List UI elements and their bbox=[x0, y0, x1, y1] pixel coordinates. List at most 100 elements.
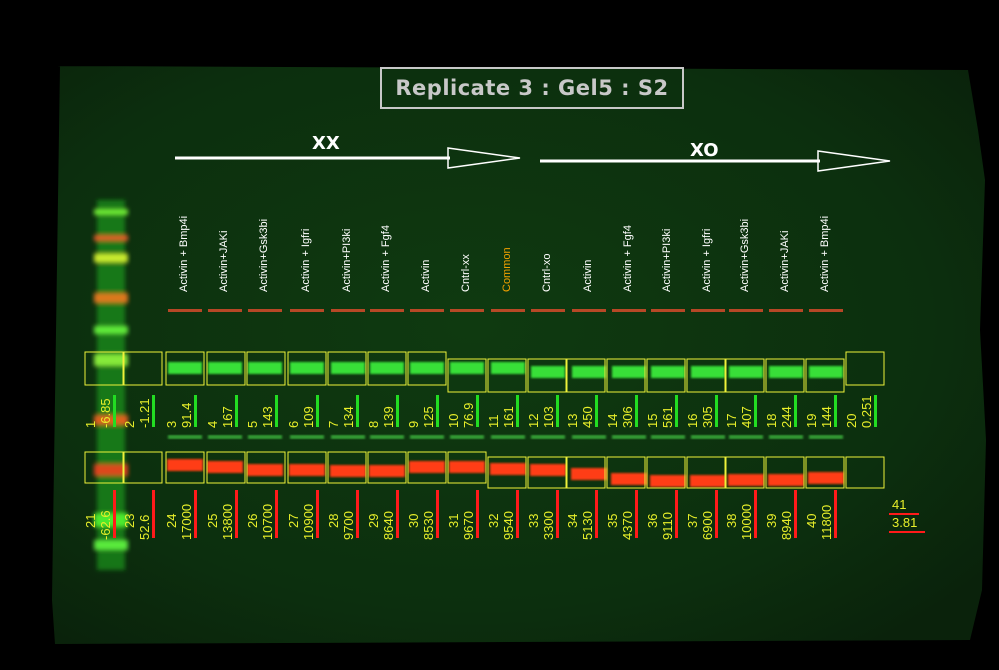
red-quant-id: 21 bbox=[83, 514, 98, 528]
red-quant-value: 17000 bbox=[179, 504, 194, 540]
green-quant-id: 4 bbox=[205, 421, 220, 428]
red-quant-id: 37 bbox=[685, 514, 700, 528]
lane-bands bbox=[167, 309, 844, 487]
red-quant-id: 39 bbox=[764, 514, 779, 528]
lane-label: Activin + Fgf4 bbox=[622, 225, 634, 292]
red-quant-value: -62.6 bbox=[98, 510, 113, 540]
green-quant-id: 20 bbox=[844, 414, 859, 428]
lane-label: Activin bbox=[420, 259, 432, 292]
red-quant-id: 40 bbox=[804, 514, 819, 528]
green-quant-value: 144 bbox=[819, 406, 834, 428]
red-quant-value: 3300 bbox=[541, 511, 556, 540]
gel-title: Replicate 3 : Gel5 : S2 bbox=[380, 67, 684, 109]
green-quant-value: -1.21 bbox=[137, 398, 152, 428]
green-quant-id: 12 bbox=[526, 414, 541, 428]
green-quant-id: 11 bbox=[486, 415, 501, 429]
green-quant-value: 103 bbox=[541, 406, 556, 428]
red-quant-value: 13800 bbox=[220, 504, 235, 540]
green-quant-value: 167 bbox=[220, 406, 235, 428]
red-quant-value: 5130 bbox=[580, 511, 595, 540]
red-quant-value: 11800 bbox=[819, 505, 834, 540]
red-quant-id: 27 bbox=[286, 514, 301, 528]
red-quant-id: 29 bbox=[366, 514, 381, 528]
lane-label: Common bbox=[501, 247, 513, 292]
green-quant-id: 13 bbox=[565, 414, 580, 428]
green-quant-value: 561 bbox=[660, 406, 675, 428]
red-quant-id: 34 bbox=[565, 514, 580, 528]
quant-boxes bbox=[84, 351, 885, 489]
red-quant-id: 32 bbox=[486, 514, 501, 528]
green-quant-id: 19 bbox=[804, 414, 819, 428]
green-quant-value: 143 bbox=[260, 406, 275, 428]
red-quant-value: 8530 bbox=[421, 511, 436, 540]
xx-group-label: XX bbox=[312, 133, 340, 154]
red-quant-id: 28 bbox=[326, 514, 341, 528]
lane-label: Activin+JAKi bbox=[218, 230, 230, 292]
red-quant-value: 8640 bbox=[381, 511, 396, 540]
red-quant-value: 52.6 bbox=[137, 515, 152, 540]
red-quant-value: 10000 bbox=[739, 504, 754, 540]
green-quant-value: 450 bbox=[580, 406, 595, 428]
green-quant-id: 16 bbox=[685, 414, 700, 428]
green-quant-id: 7 bbox=[326, 421, 341, 428]
membrane bbox=[52, 66, 986, 644]
lane-label: Activin + Igfri bbox=[701, 228, 713, 292]
xo-group-label: XO bbox=[690, 140, 719, 161]
green-quant-id: 18 bbox=[764, 414, 779, 428]
red-quant-value: 9540 bbox=[501, 511, 516, 540]
green-quant-id: 15 bbox=[645, 414, 660, 428]
red-quant-id: 30 bbox=[406, 514, 421, 528]
green-quant-value: 161 bbox=[501, 406, 516, 428]
red-quant-value: 9670 bbox=[461, 511, 476, 540]
green-quant-value: 91.4 bbox=[179, 403, 194, 428]
green-quant-id: 3 bbox=[164, 421, 179, 428]
lane-label: Activin+JAKi bbox=[779, 230, 791, 292]
red-quant-id: 23 bbox=[122, 514, 137, 528]
xo-arrow bbox=[540, 150, 891, 172]
lane-label: Activin+PI3ki bbox=[341, 228, 353, 292]
lane-label: Activin bbox=[582, 259, 594, 292]
xx-arrow bbox=[175, 147, 521, 169]
green-quant-id: 9 bbox=[406, 421, 421, 428]
green-quant-id: 2 bbox=[122, 421, 137, 428]
lane-label: Activin + Fgf4 bbox=[380, 225, 392, 292]
extra-quant-value: 3.81 bbox=[892, 515, 917, 530]
lane-label: Activin+Gsk3bi bbox=[739, 218, 751, 292]
lane-label: Activin + Bmp4i bbox=[819, 215, 831, 292]
green-quant-value: 139 bbox=[381, 406, 396, 428]
green-quant-id: 10 bbox=[446, 414, 461, 428]
red-quant-id: 25 bbox=[205, 514, 220, 528]
red-quant-value: 10900 bbox=[301, 504, 316, 540]
green-quant-value: -6.85 bbox=[98, 398, 113, 428]
lane-label: Activin + Bmp4i bbox=[178, 215, 190, 292]
green-quant-value: 76.9 bbox=[461, 403, 476, 428]
lane-label: Activin+PI3ki bbox=[661, 228, 673, 292]
red-quant-value: 9700 bbox=[341, 511, 356, 540]
green-quant-id: 5 bbox=[245, 421, 260, 428]
red-quant-id: 31 bbox=[446, 514, 461, 528]
green-quant-value: 109 bbox=[301, 406, 316, 428]
extra-quant-id: 41 bbox=[892, 497, 906, 512]
red-quant-id: 24 bbox=[164, 514, 179, 528]
red-quant-id: 38 bbox=[724, 514, 739, 528]
lane-label: Activin+Gsk3bi bbox=[258, 218, 270, 292]
lane-label: Cntrl-xo bbox=[541, 253, 553, 292]
red-quant-value: 8940 bbox=[779, 511, 794, 540]
red-quant-value: 4370 bbox=[620, 511, 635, 540]
green-quant-value: 305 bbox=[700, 406, 715, 428]
red-quant-id: 36 bbox=[645, 514, 660, 528]
red-quant-value: 9110 bbox=[660, 512, 675, 540]
red-quant-id: 26 bbox=[245, 514, 260, 528]
green-quant-value: 125 bbox=[421, 406, 436, 428]
red-quant-id: 35 bbox=[605, 514, 620, 528]
quant-labels: 1 -6.85 2 -1.21 3 91.4 4 167 5 143 6 109 7 134 8 139 9 12… bbox=[83, 395, 925, 540]
lane-label: Cntrl-xx bbox=[460, 254, 472, 292]
green-quant-id: 17 bbox=[724, 414, 739, 428]
red-quant-value: 10700 bbox=[260, 504, 275, 540]
green-quant-id: 6 bbox=[286, 421, 301, 428]
lane-label: Activin + Igfri bbox=[300, 228, 312, 292]
green-quant-id: 14 bbox=[605, 414, 620, 428]
red-quant-id: 33 bbox=[526, 514, 541, 528]
green-quant-value: 244 bbox=[779, 406, 794, 428]
